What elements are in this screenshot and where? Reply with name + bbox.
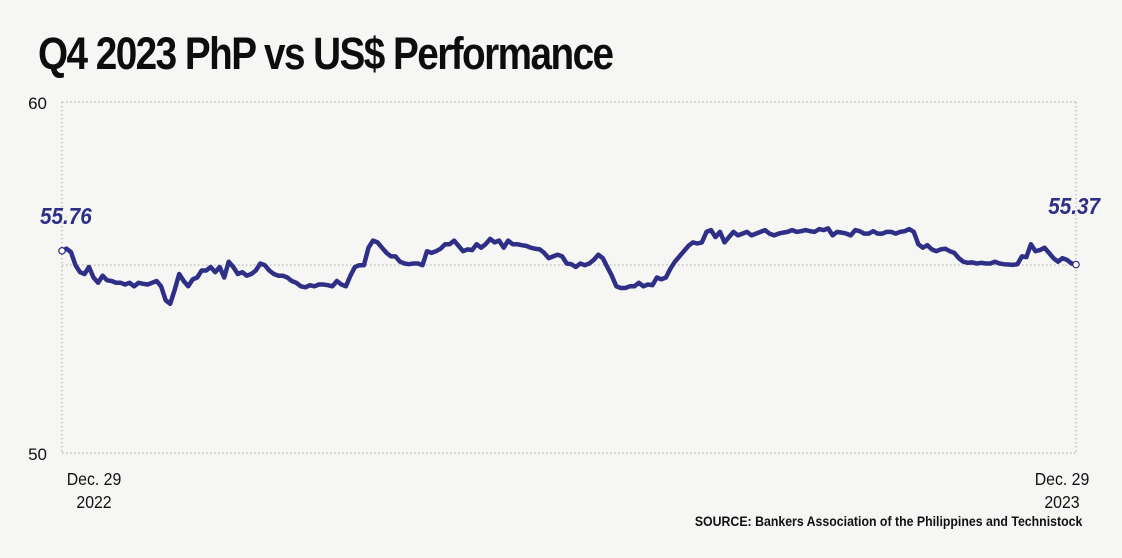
end-point-marker — [1072, 260, 1080, 269]
x-tick-year-label: 2023 — [1044, 492, 1079, 512]
x-tick-year-label: 2022 — [76, 492, 111, 512]
start-point-marker — [58, 247, 66, 255]
start-value-label: 55.76 — [40, 203, 93, 229]
tick-layer: 60 50 Dec. 29 2022 Dec. 29 2023 — [28, 94, 1089, 512]
source-note: SOURCE: Bankers Association of the Phili… — [694, 513, 1082, 529]
end-value-label: 55.37 — [1048, 193, 1102, 219]
y-tick-label: 60 — [28, 94, 47, 113]
x-tick-label: Dec. 29 — [67, 469, 122, 489]
series-layer — [59, 226, 1079, 307]
annotation-layer: 55.76 55.37 — [40, 193, 1102, 269]
series-line-php-usd — [59, 226, 1079, 307]
x-tick-label: Dec. 29 — [1035, 469, 1090, 489]
chart-title: Q4 2023 PhP vs US$ Performance — [38, 28, 614, 79]
grid-layer — [61, 101, 1077, 454]
y-tick-label: 50 — [28, 445, 47, 464]
